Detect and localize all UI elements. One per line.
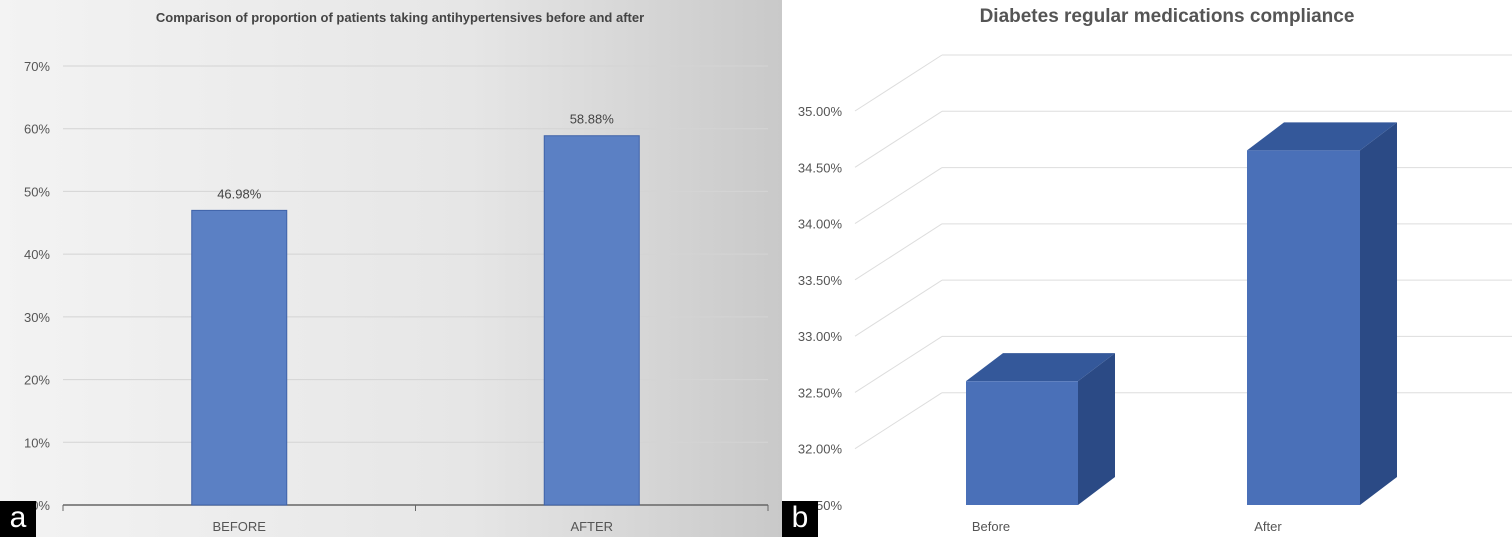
chart-a-data-label: 58.88% [570,112,615,127]
chart-a-ytick-label: 30% [24,310,50,325]
chart-b-bar-after [1247,150,1360,505]
chart-b-ytick-label: 34.00% [798,217,843,232]
chart-b-gridline-diagonal [854,279,943,337]
chart-b-title: Diabetes regular medications compliance [980,6,1355,27]
chart-a-background [0,0,782,537]
chart-b-gridline-diagonal [854,110,943,168]
chart-b-gridline-diagonal [854,392,943,450]
chart-a-title: Comparison of proportion of patients tak… [156,10,644,25]
chart-a-category-label: BEFORE [213,519,267,534]
chart-b-bar-before [966,381,1078,505]
chart-b-category-label: After [1254,519,1282,534]
chart-a-category-label: AFTER [570,519,613,534]
chart-a-bar-before [191,209,288,506]
chart-b-gridline-diagonal [854,54,943,112]
chart-a-ytick-label: 50% [24,184,50,199]
chart-b-bar-side-before [1078,353,1115,505]
chart-a-bar-after [543,135,640,506]
chart-b-gridline-diagonal [854,167,943,224]
chart-b-bar-side-after [1360,122,1397,506]
chart-b-bar-top-before [966,353,1115,382]
chart-b-ytick-label: 32.50% [798,385,843,400]
chart-b-background [782,0,1512,537]
chart-b-ytick-label: 35.00% [798,104,843,119]
chart-a: Comparison of proportion of patients tak… [0,0,782,537]
chart-a-ytick-label: 40% [24,247,50,262]
panel-label-a: a [0,501,36,537]
chart-a-ytick-label: 60% [24,122,50,137]
chart-a-data-label: 46.98% [217,186,262,201]
panel-label-b: b [782,501,818,537]
chart-a-ytick-label: 70% [24,59,50,74]
chart-b: Diabetes regular medications compliance 3… [782,0,1512,537]
chart-b-category-label: Before [972,519,1010,534]
chart-b-gridline-diagonal [854,336,943,393]
chart-b-ytick-label: 32.00% [798,442,843,457]
chart-a-ytick-label: 10% [24,435,50,450]
chart-b-ytick-label: 33.00% [798,329,843,344]
chart-a-ytick-label: 0% [31,498,50,513]
chart-b-bar-top-after [1247,122,1397,151]
chart-b-gridline-diagonal [854,223,943,281]
chart-b-ytick-label: 33.50% [798,273,843,288]
chart-b-ytick-label: 34.50% [798,160,843,175]
chart-a-ytick-label: 20% [24,373,50,388]
